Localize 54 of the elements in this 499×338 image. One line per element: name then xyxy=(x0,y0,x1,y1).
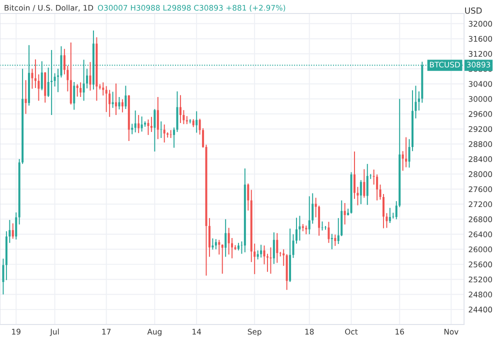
candlestick xyxy=(218,239,220,256)
candlestick xyxy=(73,81,76,110)
candlestick xyxy=(2,258,4,295)
candlestick xyxy=(388,207,391,224)
candlestick xyxy=(44,72,46,104)
candlestick xyxy=(121,98,124,113)
candlestick xyxy=(214,238,217,250)
candlestick xyxy=(89,62,92,92)
candlestick xyxy=(363,168,366,198)
candlestick xyxy=(221,244,224,274)
candlestick xyxy=(228,227,230,256)
candlestick xyxy=(196,110,198,134)
candlestick xyxy=(179,94,182,124)
candlestick xyxy=(24,80,27,114)
candlestick xyxy=(156,96,159,140)
candlestick xyxy=(321,220,324,231)
candlestick xyxy=(12,222,14,240)
candlestick xyxy=(170,130,172,138)
candlestick xyxy=(260,244,262,258)
candlestick xyxy=(366,163,368,206)
candlestick xyxy=(31,68,34,90)
candlestick xyxy=(163,124,166,143)
candlestick xyxy=(334,234,336,246)
candlestick xyxy=(224,218,227,258)
candlestick xyxy=(108,89,111,118)
candlestick xyxy=(102,82,104,96)
candlestick xyxy=(105,86,108,113)
candlestick xyxy=(147,119,150,136)
candlestick xyxy=(276,232,278,264)
candlestick xyxy=(270,246,272,274)
candlestick xyxy=(360,180,362,205)
candlestick xyxy=(405,136,408,168)
candlestick xyxy=(212,238,214,250)
candlestick xyxy=(70,42,72,105)
candlestick xyxy=(282,248,285,266)
candlestick xyxy=(154,108,156,152)
candlestick xyxy=(80,82,82,98)
candlestick xyxy=(140,116,143,132)
candlestick xyxy=(115,82,118,116)
candlestick xyxy=(15,212,18,240)
candlestick xyxy=(138,114,140,134)
candlestick xyxy=(247,182,250,212)
candlestick xyxy=(308,196,310,235)
candlestick xyxy=(328,221,330,244)
candlestick xyxy=(298,215,301,242)
candlestick xyxy=(344,202,346,225)
candlestick xyxy=(76,84,78,98)
candlestick xyxy=(134,110,136,133)
y-axis-title: USD xyxy=(465,7,482,14)
candlestick xyxy=(150,116,152,132)
candlestick xyxy=(272,232,275,264)
candlestick xyxy=(118,96,120,110)
candlestick xyxy=(376,174,378,201)
candlestick xyxy=(124,85,127,110)
